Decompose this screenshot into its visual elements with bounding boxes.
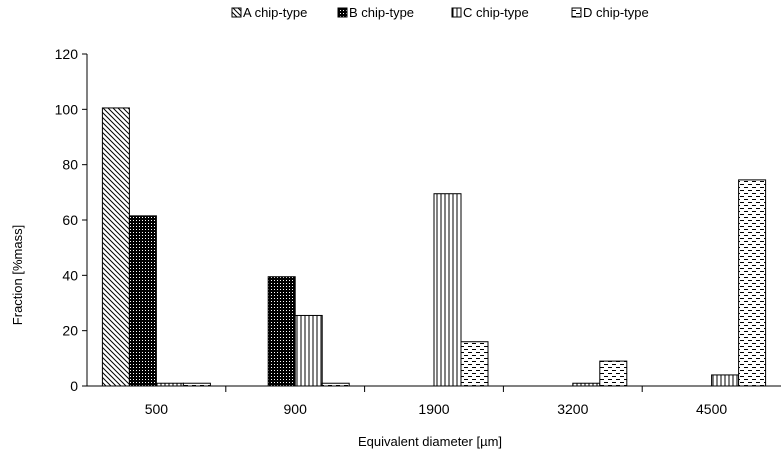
y-tick-label: 20 <box>62 323 78 339</box>
bar-b-chip-type-500 <box>128 215 157 387</box>
bar-d-chip-type-4500 <box>738 179 767 387</box>
bars <box>101 107 767 387</box>
bar-d-chip-type-1900 <box>460 341 489 387</box>
legend-label: D chip-type <box>583 5 649 20</box>
y-tick-label: 40 <box>62 267 78 283</box>
legend-swatch <box>337 7 348 18</box>
bar-c-chip-type-1900 <box>433 193 462 387</box>
x-tick-label: 500 <box>145 401 169 417</box>
legend-label: B chip-type <box>349 5 414 20</box>
x-tick-label: 1900 <box>418 401 449 417</box>
x-tick-label: 4500 <box>696 401 727 417</box>
bar-b-chip-type-900 <box>267 276 296 387</box>
y-tick-label: 100 <box>55 101 79 117</box>
x-tick-label: 900 <box>284 401 308 417</box>
y-axis-title: Fraction [%mass] <box>10 225 25 325</box>
x-axis-ticks: 500 900 1900 3200 4500 <box>145 386 727 417</box>
bar-c-chip-type-4500 <box>711 374 740 387</box>
y-tick-label: 0 <box>70 378 78 394</box>
bar-d-chip-type-3200 <box>599 360 628 387</box>
y-axis-ticks: 0 20 40 60 80 100 120 <box>55 46 87 394</box>
legend-label: C chip-type <box>463 5 529 20</box>
bar-a-chip-type-500 <box>101 107 130 387</box>
y-tick-label: 80 <box>62 157 78 173</box>
x-axis-title: Equivalent diameter [µm] <box>358 434 502 449</box>
y-tick-label: 60 <box>62 212 78 228</box>
x-tick-label: 3200 <box>557 401 588 417</box>
legend-label: A chip-type <box>243 5 307 20</box>
legend-swatch <box>571 7 582 18</box>
chart-legend: A chip-type B chip-type C chip-type D chip-… <box>231 5 649 20</box>
bar-c-chip-type-900 <box>294 314 323 387</box>
legend-swatch <box>231 7 242 18</box>
y-tick-label: 120 <box>55 46 79 62</box>
legend-swatch <box>451 7 462 18</box>
